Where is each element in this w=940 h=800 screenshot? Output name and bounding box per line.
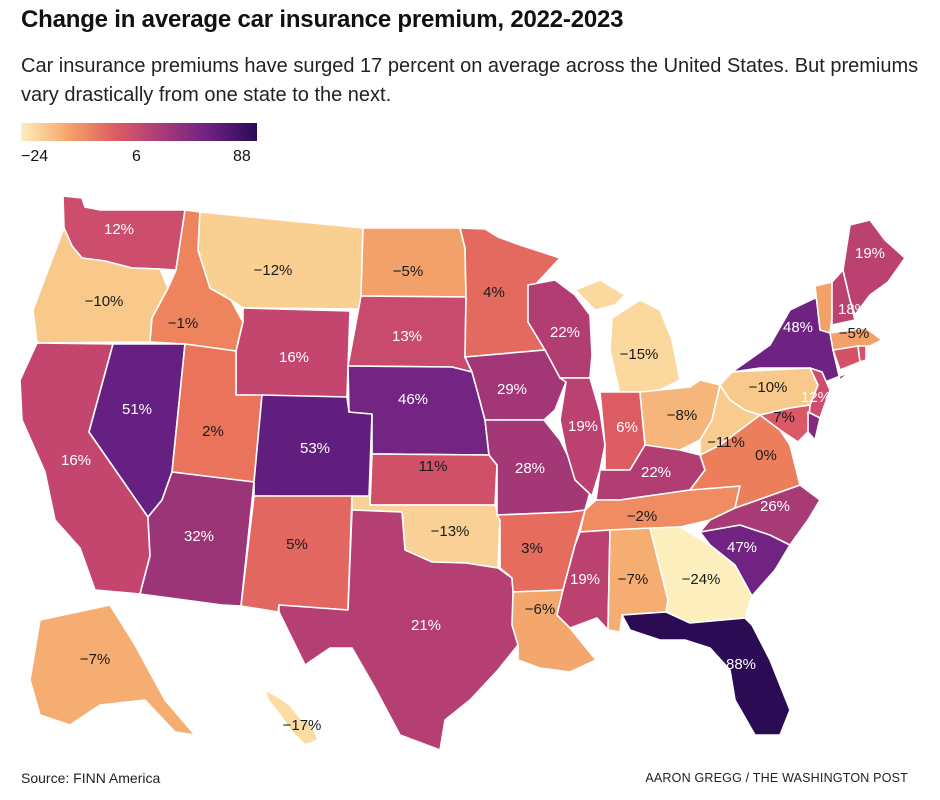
state-label-tx: 21% <box>411 617 441 634</box>
state-label-ca: 16% <box>61 452 91 469</box>
state-label-ok: −13% <box>431 523 470 540</box>
state-label-ga: −24% <box>682 571 721 588</box>
state-label-mn: 4% <box>483 284 505 301</box>
state-label-ne: 46% <box>398 391 428 408</box>
chart-subtitle: Car insurance premiums have surged 17 pe… <box>21 55 919 106</box>
state-label-al: −7% <box>618 571 648 588</box>
state-label-id: −1% <box>168 315 198 332</box>
state-label-md: 7% <box>773 409 795 426</box>
state-label-la: −6% <box>525 601 555 618</box>
state-label-co: 53% <box>300 440 330 457</box>
state-ri <box>857 344 867 363</box>
state-label-mi: −15% <box>620 346 659 363</box>
state-label-nd: −5% <box>393 263 423 280</box>
state-label-ak: −7% <box>80 651 110 668</box>
state-label-oh: −8% <box>667 407 697 424</box>
legend-tick-min: −24 <box>21 148 49 165</box>
state-mt <box>197 211 364 310</box>
state-label-ms: 19% <box>570 571 600 588</box>
chart-title: Change in average car insurance premium,… <box>21 6 624 33</box>
state-il <box>559 377 606 497</box>
state-mi <box>574 279 681 396</box>
state-label-nj: 12% <box>801 389 831 406</box>
state-label-va: 0% <box>755 447 777 464</box>
color-legend: −24 6 88 <box>21 123 257 173</box>
state-label-fl: 88% <box>726 656 756 673</box>
state-label-ny: 48% <box>783 319 813 336</box>
state-label-ma: −5% <box>839 325 869 342</box>
state-label-sd: 13% <box>392 328 422 345</box>
state-nm <box>240 495 353 613</box>
legend-tick-mid: 6 <box>132 148 141 165</box>
state-label-mt: −12% <box>254 262 293 279</box>
state-label-ar: 3% <box>521 540 543 557</box>
state-label-in: 6% <box>616 419 638 436</box>
state-de <box>807 411 821 441</box>
state-me <box>842 219 906 316</box>
state-label-me: 19% <box>855 245 885 262</box>
state-ga <box>649 526 753 624</box>
state-vt <box>814 281 833 334</box>
credit-line: AARON GREGG / THE WASHINGTON POST <box>645 771 908 785</box>
state-label-wa: 12% <box>104 221 134 238</box>
state-label-az: 32% <box>184 528 214 545</box>
state-label-wi: 22% <box>550 324 580 341</box>
state-fl <box>621 611 791 736</box>
state-label-nv: 51% <box>122 401 152 418</box>
state-label-or: −10% <box>85 293 124 310</box>
state-tx <box>278 509 519 751</box>
state-label-ks: 11% <box>419 458 448 475</box>
legend-tick-max: 88 <box>233 148 251 165</box>
state-label-sc: 47% <box>727 539 757 556</box>
state-label-wy: 16% <box>279 349 309 366</box>
state-label-il: 19% <box>568 418 598 435</box>
state-label-mo: 28% <box>515 460 545 477</box>
source-note: Source: FINN America <box>21 770 161 786</box>
state-label-pa: −10% <box>749 379 788 396</box>
state-label-nc: 26% <box>760 498 790 515</box>
state-label-ky: 22% <box>641 464 671 481</box>
state-label-ut: 2% <box>202 423 224 440</box>
state-co <box>253 394 373 498</box>
state-wi <box>527 279 593 379</box>
state-az <box>139 471 255 607</box>
state-ma <box>829 327 883 351</box>
legend-gradient-bar <box>21 123 257 141</box>
state-label-ia: 29% <box>497 381 527 398</box>
state-label-wv: −11% <box>707 434 745 451</box>
state-label-hi: −17% <box>283 717 322 734</box>
state-label-tn: −2% <box>627 508 657 525</box>
state-label-nh: 18% <box>838 301 868 318</box>
state-label-nm: 5% <box>286 536 308 553</box>
state-hi <box>264 689 319 746</box>
state-nc <box>699 484 821 546</box>
state-ak <box>29 604 196 736</box>
